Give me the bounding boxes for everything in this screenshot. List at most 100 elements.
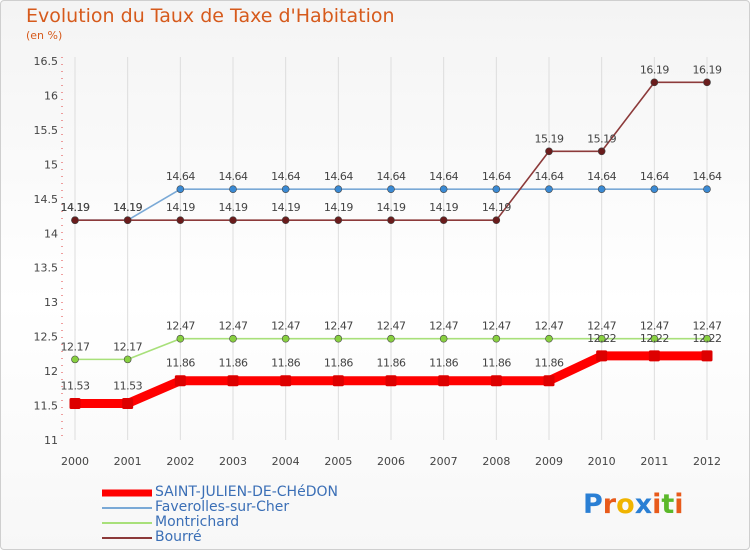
data-label: 12.47 (324, 320, 353, 333)
data-point (545, 147, 553, 156)
logo-letter: x (634, 489, 653, 520)
data-point (387, 216, 395, 224)
data-label: 12.22 (640, 332, 669, 345)
data-label: 11.86 (219, 357, 248, 370)
data-label: 14.19 (482, 201, 511, 214)
x-tick-label: 2012 (693, 455, 721, 468)
data-label: 11.86 (429, 357, 458, 370)
y-tick-label: 11 (44, 434, 58, 447)
data-label: 16.19 (640, 63, 669, 76)
data-point (439, 185, 448, 193)
logo-letter: i (652, 489, 662, 520)
data-label: 12.17 (113, 340, 142, 353)
data-point (650, 185, 659, 193)
data-label: 14.64 (693, 170, 722, 183)
data-point (122, 397, 134, 409)
x-tick-label: 2008 (482, 455, 510, 468)
data-point (281, 185, 290, 193)
x-tick-label: 2005 (324, 455, 352, 468)
data-label: 14.19 (271, 201, 300, 214)
data-label: 12.47 (377, 320, 406, 333)
data-point (176, 216, 185, 224)
data-point (439, 216, 448, 224)
data-point (227, 375, 239, 387)
legend-swatch (102, 522, 152, 524)
unit-label: (en %) (26, 29, 63, 42)
data-label: 14.19 (324, 201, 353, 214)
data-label: 12.47 (219, 320, 248, 333)
data-label: 11.86 (271, 357, 300, 370)
x-tick-label: 2011 (640, 455, 668, 468)
data-label: 14.19 (166, 201, 195, 214)
data-label: 12.47 (271, 320, 300, 333)
x-tick-label: 2010 (588, 455, 616, 468)
y-tick-label: 16 (44, 89, 58, 102)
y-tick-label: 13 (44, 296, 58, 309)
data-point (334, 216, 343, 224)
data-label: 14.19 (429, 201, 458, 214)
data-point (385, 375, 397, 387)
data-label: 14.64 (219, 170, 248, 183)
data-point (439, 334, 448, 343)
y-tick-label: 15 (44, 158, 58, 171)
data-label: 15.19 (587, 132, 616, 145)
data-point (701, 350, 713, 362)
logo-letter: t (661, 489, 675, 520)
x-tick-label: 2007 (430, 455, 458, 468)
data-point (648, 350, 660, 362)
data-label: 11.86 (324, 357, 353, 370)
data-point (176, 334, 185, 343)
data-point (490, 375, 502, 387)
data-label: 11.86 (535, 357, 564, 370)
data-point (280, 375, 292, 387)
data-label: 14.19 (61, 201, 90, 214)
data-label: 14.64 (482, 170, 511, 183)
legend-label: SAINT-JULIEN-DE-CHéDON (155, 484, 338, 500)
x-tick-label: 2003 (219, 455, 247, 468)
chart-title: Evolution du Taux de Taxe d'Habitation (26, 5, 395, 27)
data-point (332, 375, 344, 387)
x-tick-label: 2001 (114, 455, 142, 468)
data-label: 14.64 (271, 170, 300, 183)
data-point (597, 147, 606, 156)
legend-label: Bourré (155, 529, 202, 545)
data-label: 12.22 (693, 332, 722, 345)
data-point (229, 185, 237, 193)
data-point (492, 334, 501, 343)
data-point (545, 334, 553, 343)
logo-letter: r (602, 489, 617, 520)
data-point (703, 185, 711, 193)
x-tick-label: 2009 (535, 455, 563, 468)
data-label: 12.47 (429, 320, 458, 333)
y-tick-label: 15.5 (34, 124, 59, 137)
data-label: 14.64 (535, 170, 564, 183)
data-point (492, 216, 501, 224)
x-tick-label: 2000 (61, 455, 89, 468)
x-tick-label: 2004 (272, 455, 300, 468)
data-label: 14.64 (324, 170, 353, 183)
data-label: 11.86 (482, 357, 511, 370)
data-point (229, 216, 237, 224)
data-label: 12.17 (61, 340, 90, 353)
data-label: 14.64 (377, 170, 406, 183)
data-point (71, 355, 79, 364)
data-label: 14.19 (219, 201, 248, 214)
data-label: 14.64 (640, 170, 669, 183)
data-label: 12.47 (640, 320, 669, 333)
data-label: 14.19 (113, 201, 142, 214)
proxiti-logo: Proxiti (583, 489, 684, 520)
data-point (650, 78, 659, 87)
legend-swatch (102, 537, 152, 539)
data-label: 11.53 (113, 379, 142, 392)
legend-label: Faverolles-sur-Cher (155, 499, 290, 515)
data-point (174, 375, 186, 387)
data-point (543, 375, 555, 387)
data-label: 11.53 (61, 379, 90, 392)
data-point (597, 334, 606, 343)
y-tick-label: 12 (44, 365, 58, 378)
data-point (438, 375, 450, 387)
data-label: 12.47 (535, 320, 564, 333)
data-label: 11.86 (377, 357, 406, 370)
